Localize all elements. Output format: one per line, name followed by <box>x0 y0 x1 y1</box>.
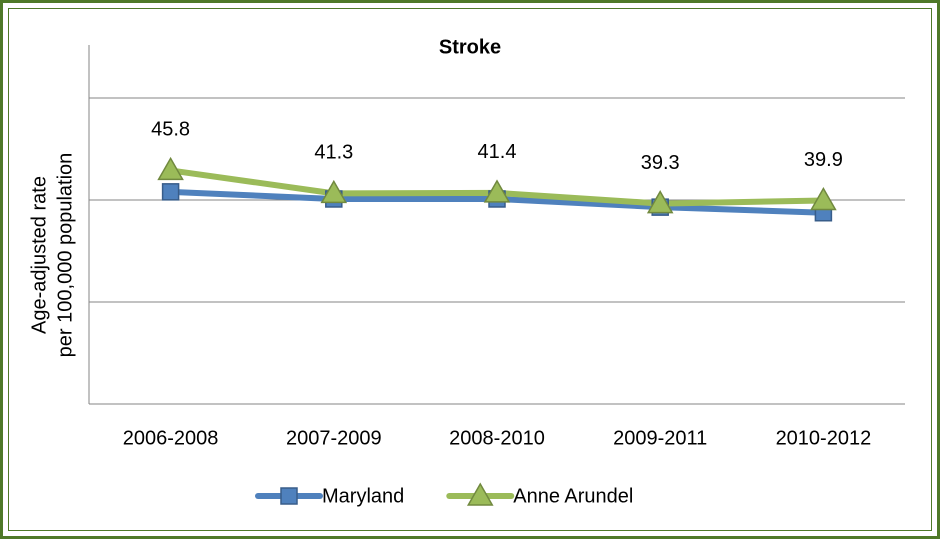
x-tick-label: 2007-2009 <box>286 427 382 449</box>
marker <box>483 179 511 203</box>
x-tick-label: 2008-2010 <box>449 427 545 449</box>
marker <box>161 183 180 201</box>
marker <box>320 179 348 204</box>
marker <box>157 156 184 181</box>
x-tick-label: 2006-2008 <box>123 427 219 449</box>
data-label: 39.3 <box>641 152 680 174</box>
data-label: 41.4 <box>478 141 517 163</box>
inner-frame <box>8 8 932 531</box>
x-tick-label: 2009-2011 <box>613 427 707 449</box>
marker <box>810 186 837 211</box>
marker <box>280 487 298 505</box>
legend-label: Anne Arundel <box>513 485 633 507</box>
data-label: 39.9 <box>804 149 843 171</box>
x-tick-label: 2010-2012 <box>776 427 872 449</box>
marker <box>646 190 674 214</box>
y-axis-label: Age-adjusted rate <box>28 176 50 334</box>
y-axis-label: per 100,000 population <box>54 153 76 358</box>
marker <box>466 482 494 506</box>
chart-title: Stroke <box>439 36 501 58</box>
legend-label: Maryland <box>322 485 404 507</box>
data-label: 45.8 <box>151 119 190 141</box>
data-label: 41.3 <box>314 142 353 164</box>
